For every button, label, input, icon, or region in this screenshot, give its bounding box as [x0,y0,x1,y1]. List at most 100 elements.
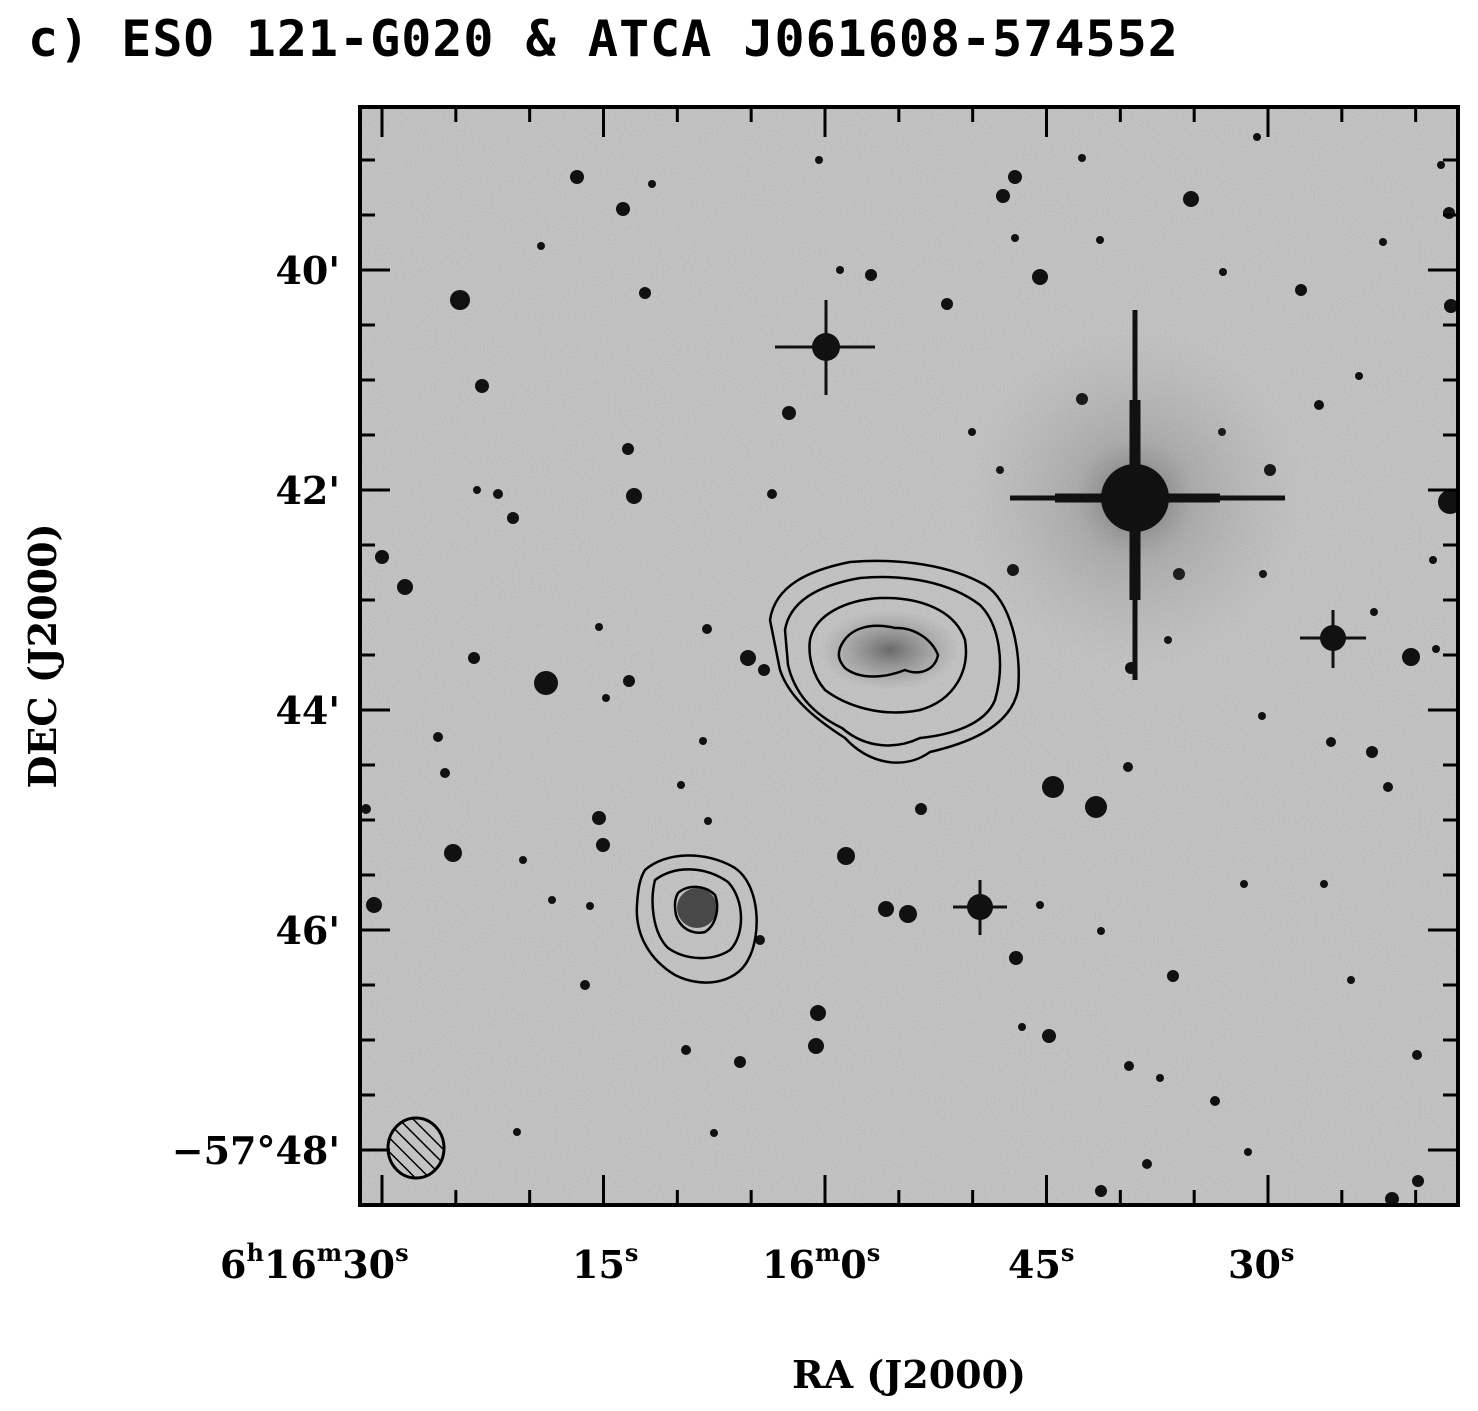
star [468,652,480,664]
bright-star [965,310,1305,680]
star [1156,1074,1164,1082]
star [592,811,606,825]
star [865,269,877,281]
dec-tick-label-2: 44' [275,688,340,733]
star [878,901,894,917]
star [1412,1050,1422,1060]
star [996,189,1010,203]
star [1096,236,1104,244]
star [1036,901,1044,909]
star [595,623,603,631]
star [1253,133,1261,141]
star [1078,154,1086,162]
star [767,489,777,499]
star [899,905,917,923]
dec-tick-label-1: 42' [275,468,340,513]
star [622,443,634,455]
contour-mid-2 [783,575,1002,747]
star [375,550,389,564]
star [1432,645,1440,653]
y-axis-label: DEC (J2000) [20,523,65,788]
contour-outer [635,854,758,984]
panel-title: c) ESO 121-G020 & ATCA J061608-574552 [28,10,1179,68]
star [1183,191,1199,207]
contour-inner [673,885,719,934]
ra-tick-label-2: 16m0s [762,1238,880,1287]
star [1379,238,1387,246]
star [1437,161,1445,169]
star [704,817,712,825]
star [1142,1159,1152,1169]
star [639,287,651,299]
star [1366,746,1378,758]
star [513,1128,521,1136]
star-spiked [775,300,875,395]
sky-image [360,107,1458,1205]
ra-tick-label-3: 45s [1008,1238,1074,1287]
star [1123,762,1133,772]
star [1314,400,1324,410]
star [677,781,685,789]
star [366,897,382,913]
star [1018,1023,1026,1031]
star [1443,207,1455,219]
star [734,1056,746,1068]
star [1244,1148,1252,1156]
star [450,290,470,310]
star [1097,927,1105,935]
star [815,156,823,164]
star [493,489,503,499]
star [1009,951,1023,965]
star [755,935,765,945]
star [1011,234,1019,242]
star [519,856,527,864]
star [1320,880,1328,888]
star [915,803,927,815]
star [534,671,558,695]
star [1032,269,1048,285]
star [1258,712,1266,720]
star [1402,648,1420,666]
star [507,512,519,524]
star [681,1045,691,1055]
dec-tick-label-4: −57°48' [172,1128,340,1173]
galaxy-atca-j061608-574552 [635,854,758,984]
dec-tick-labels: 40' 42' 44' 46' −57°48' [172,248,340,1173]
star [710,1129,718,1137]
star [1295,284,1307,296]
star [1042,776,1064,798]
contour-inner [837,624,940,678]
star [1167,970,1179,982]
star [586,902,594,910]
star [1326,737,1336,747]
star [623,675,635,687]
star [1438,490,1458,514]
star [596,838,610,852]
galaxy-eso-121-g020 [768,559,1020,764]
star [1042,1029,1056,1043]
star [548,896,556,904]
star [836,266,844,274]
star [1429,556,1437,564]
star [808,1038,824,1054]
dec-tick-label-0: 40' [275,248,340,293]
star [1095,1185,1107,1197]
star [1210,1096,1220,1106]
star [626,488,642,504]
star [782,406,796,420]
star [1383,782,1393,792]
star [740,650,756,666]
star [580,980,590,990]
star [1347,976,1355,984]
star [1444,299,1458,313]
star [702,624,712,634]
star [475,379,489,393]
ra-tick-label-1: 15s [572,1238,638,1287]
star [1240,880,1248,888]
star [1008,170,1022,184]
star [440,768,450,778]
contour-mid [651,868,743,960]
star [810,1005,826,1021]
star [699,737,707,745]
